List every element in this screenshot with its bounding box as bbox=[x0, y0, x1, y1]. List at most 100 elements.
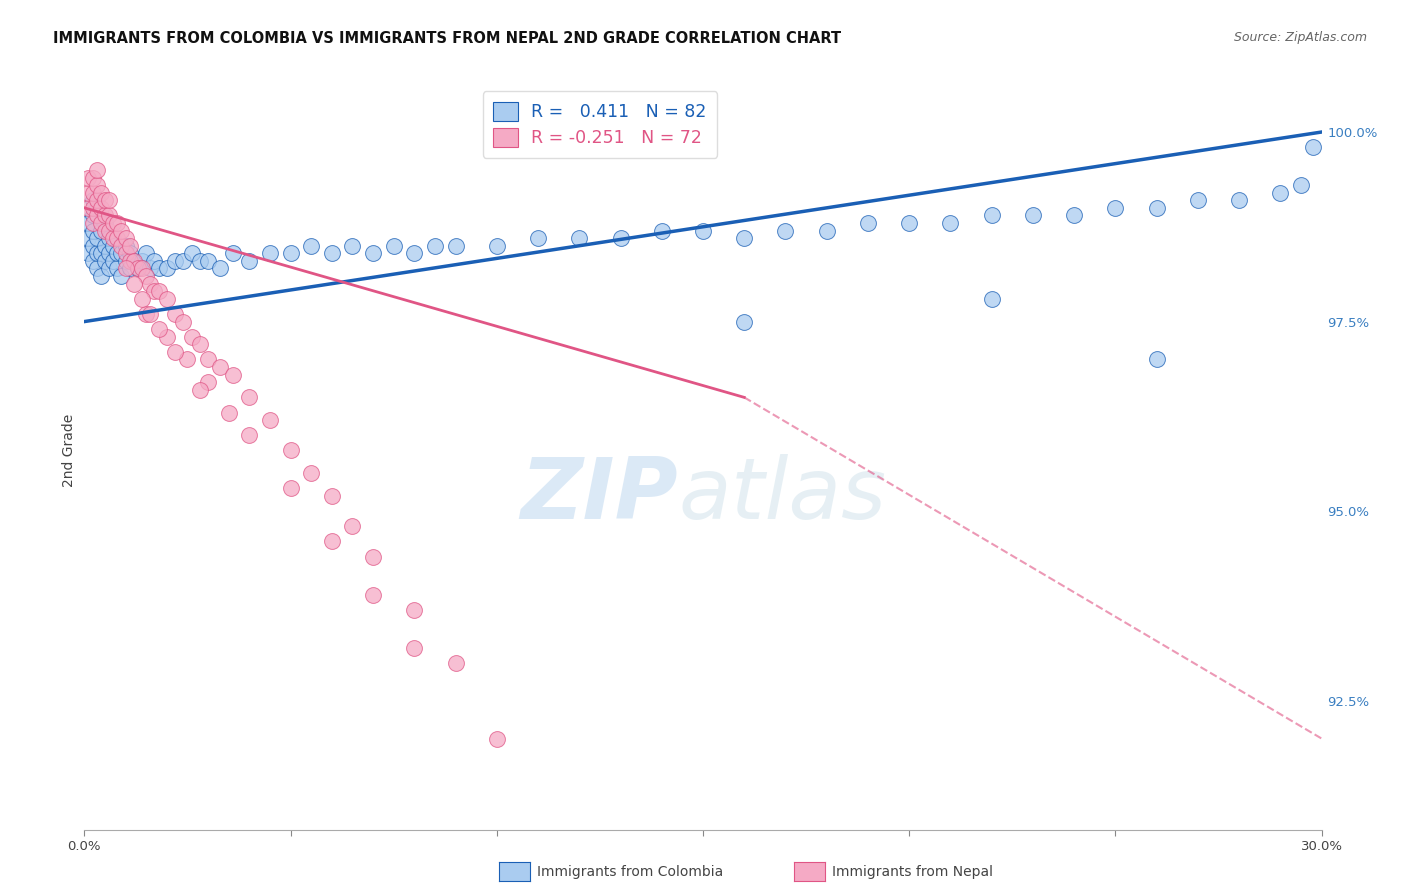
Point bbox=[82, 216, 104, 230]
Point bbox=[733, 231, 755, 245]
Point bbox=[172, 254, 194, 268]
Point bbox=[98, 194, 121, 208]
Point bbox=[127, 261, 149, 276]
Point bbox=[188, 337, 211, 351]
Point bbox=[280, 443, 302, 458]
Point bbox=[222, 246, 245, 260]
Point bbox=[77, 246, 100, 260]
Point bbox=[86, 246, 108, 260]
Y-axis label: 2nd Grade: 2nd Grade bbox=[62, 414, 76, 487]
Point bbox=[77, 216, 100, 230]
Point bbox=[143, 254, 166, 268]
Point bbox=[94, 254, 117, 268]
Point bbox=[131, 292, 153, 306]
Point bbox=[259, 413, 281, 427]
Point bbox=[86, 231, 108, 245]
Point bbox=[197, 352, 219, 367]
Point bbox=[131, 261, 153, 276]
Point bbox=[733, 315, 755, 329]
Point bbox=[1104, 201, 1126, 215]
Point bbox=[382, 239, 405, 253]
Point bbox=[118, 239, 141, 253]
Point bbox=[299, 467, 322, 481]
Point bbox=[188, 254, 211, 268]
Point bbox=[114, 254, 136, 268]
Point bbox=[172, 315, 194, 329]
Point bbox=[222, 368, 245, 382]
Point bbox=[280, 482, 302, 496]
Point bbox=[568, 231, 591, 245]
Point bbox=[321, 534, 343, 549]
Point bbox=[148, 261, 170, 276]
Point bbox=[527, 231, 550, 245]
Point bbox=[143, 285, 166, 299]
Point bbox=[82, 186, 104, 200]
Point bbox=[98, 209, 121, 223]
Point bbox=[1289, 178, 1312, 193]
Point bbox=[156, 261, 179, 276]
Text: IMMIGRANTS FROM COLOMBIA VS IMMIGRANTS FROM NEPAL 2ND GRADE CORRELATION CHART: IMMIGRANTS FROM COLOMBIA VS IMMIGRANTS F… bbox=[53, 31, 842, 46]
Point bbox=[156, 330, 179, 344]
Point bbox=[86, 261, 108, 276]
Point bbox=[238, 254, 260, 268]
Point bbox=[103, 216, 125, 230]
Point bbox=[114, 239, 136, 253]
Point bbox=[444, 656, 467, 670]
Text: Source: ZipAtlas.com: Source: ZipAtlas.com bbox=[1233, 31, 1367, 45]
Legend: R =   0.411   N = 82, R = -0.251   N = 72: R = 0.411 N = 82, R = -0.251 N = 72 bbox=[482, 91, 717, 158]
Point bbox=[321, 246, 343, 260]
Point bbox=[1270, 186, 1292, 200]
Point bbox=[980, 209, 1002, 223]
Point bbox=[238, 428, 260, 442]
Point bbox=[898, 216, 921, 230]
Point bbox=[939, 216, 962, 230]
Point bbox=[82, 170, 104, 185]
Point bbox=[139, 307, 162, 321]
Point bbox=[103, 239, 125, 253]
Point bbox=[139, 277, 162, 291]
Point bbox=[1022, 209, 1045, 223]
Point bbox=[103, 231, 125, 245]
Point bbox=[444, 239, 467, 253]
Point bbox=[77, 201, 100, 215]
Point bbox=[165, 254, 187, 268]
Point bbox=[188, 383, 211, 397]
Point bbox=[135, 269, 157, 284]
Point bbox=[94, 194, 117, 208]
Point bbox=[90, 186, 112, 200]
Point bbox=[105, 246, 128, 260]
Point bbox=[423, 239, 446, 253]
Text: Immigrants from Nepal: Immigrants from Nepal bbox=[832, 865, 994, 880]
Point bbox=[218, 406, 240, 420]
Point bbox=[197, 254, 219, 268]
Point bbox=[114, 261, 136, 276]
Point bbox=[156, 292, 179, 306]
Point bbox=[105, 231, 128, 245]
Point bbox=[94, 224, 117, 238]
Point bbox=[98, 231, 121, 245]
Point bbox=[114, 231, 136, 245]
Point bbox=[485, 731, 508, 746]
Point bbox=[321, 489, 343, 503]
Point bbox=[86, 178, 108, 193]
Point bbox=[77, 186, 100, 200]
Point bbox=[180, 246, 202, 260]
Point bbox=[404, 640, 426, 655]
Point bbox=[209, 261, 232, 276]
Point bbox=[342, 519, 364, 533]
Point bbox=[90, 246, 112, 260]
Point bbox=[103, 254, 125, 268]
Point bbox=[197, 376, 219, 390]
Point bbox=[82, 194, 104, 208]
Point bbox=[127, 261, 149, 276]
Point bbox=[1063, 209, 1085, 223]
Point bbox=[105, 216, 128, 230]
Point bbox=[105, 261, 128, 276]
Point bbox=[90, 201, 112, 215]
Point bbox=[94, 209, 117, 223]
Point bbox=[110, 239, 132, 253]
Point bbox=[1302, 140, 1324, 154]
Point bbox=[361, 588, 384, 602]
Point bbox=[148, 285, 170, 299]
Point bbox=[404, 602, 426, 616]
